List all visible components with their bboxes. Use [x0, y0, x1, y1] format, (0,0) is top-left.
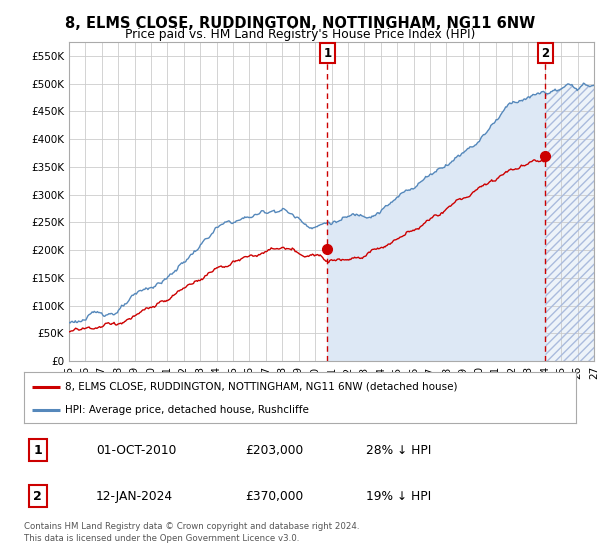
Text: HPI: Average price, detached house, Rushcliffe: HPI: Average price, detached house, Rush…: [65, 405, 309, 415]
Text: 1: 1: [323, 47, 331, 60]
Text: 8, ELMS CLOSE, RUDDINGTON, NOTTINGHAM, NG11 6NW: 8, ELMS CLOSE, RUDDINGTON, NOTTINGHAM, N…: [65, 16, 535, 31]
Text: 1: 1: [34, 444, 42, 457]
Text: Contains HM Land Registry data © Crown copyright and database right 2024.
This d: Contains HM Land Registry data © Crown c…: [24, 522, 359, 543]
Text: £370,000: £370,000: [245, 490, 303, 503]
Text: 2: 2: [541, 47, 550, 60]
Text: 28% ↓ HPI: 28% ↓ HPI: [366, 444, 431, 457]
Text: £203,000: £203,000: [245, 444, 303, 457]
Text: Price paid vs. HM Land Registry's House Price Index (HPI): Price paid vs. HM Land Registry's House …: [125, 28, 475, 41]
Text: 19% ↓ HPI: 19% ↓ HPI: [366, 490, 431, 503]
Text: 8, ELMS CLOSE, RUDDINGTON, NOTTINGHAM, NG11 6NW (detached house): 8, ELMS CLOSE, RUDDINGTON, NOTTINGHAM, N…: [65, 381, 458, 391]
Text: 12-JAN-2024: 12-JAN-2024: [96, 490, 173, 503]
Text: 01-OCT-2010: 01-OCT-2010: [96, 444, 176, 457]
Text: 2: 2: [34, 490, 42, 503]
